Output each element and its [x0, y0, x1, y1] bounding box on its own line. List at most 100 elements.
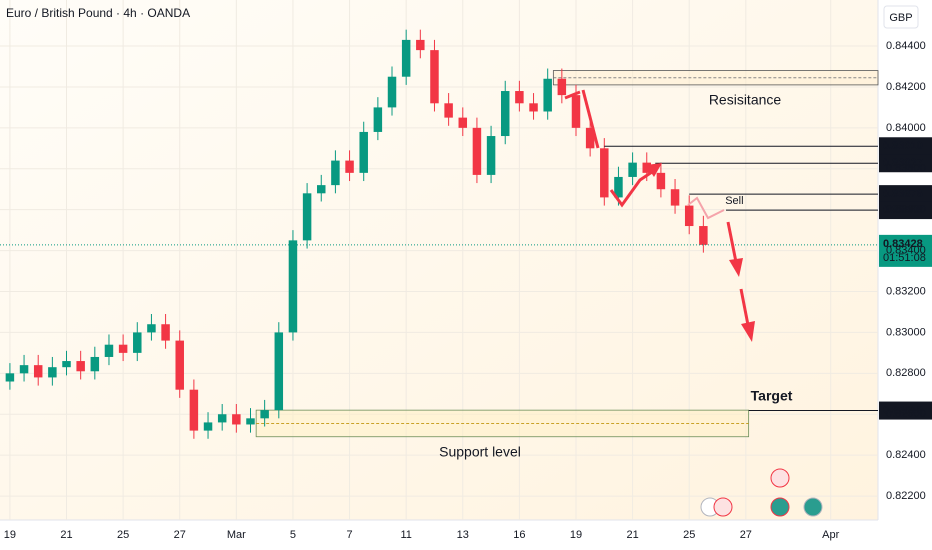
y-tick-label: 0.83000	[886, 326, 926, 338]
x-tick-label: 27	[174, 529, 186, 541]
y-tick-label: 0.83600	[886, 204, 926, 216]
candle-body	[684, 205, 694, 227]
candle-body	[642, 162, 651, 173]
x-tick-label: 13	[457, 529, 469, 541]
candle-body	[104, 344, 114, 357]
y-tick-label: 0.83400	[886, 244, 926, 256]
x-tick-label: 25	[117, 529, 129, 541]
candle-body	[317, 185, 326, 194]
candle-body	[444, 103, 453, 118]
x-tick-label: 5	[290, 529, 296, 541]
candle-body	[33, 365, 43, 378]
candle-body	[401, 39, 411, 77]
x-tick-label: 21	[60, 529, 72, 541]
resistance-label: Resisitance	[709, 92, 782, 108]
level-tag	[879, 154, 932, 173]
support-label: Support level	[439, 443, 521, 459]
candle-body	[529, 103, 538, 112]
candle-body	[486, 136, 496, 175]
y-tick-label: 0.84200	[886, 81, 926, 93]
candle-body	[175, 340, 184, 390]
candle-body	[458, 117, 468, 128]
x-tick-label: 25	[683, 529, 695, 541]
candle-body	[515, 91, 524, 104]
candle-body	[416, 39, 425, 51]
price-axis	[878, 0, 932, 550]
candle-body	[118, 344, 128, 353]
level-tag	[879, 201, 932, 220]
candle-body	[48, 367, 57, 378]
candle-body	[189, 389, 199, 431]
y-tick-label: 0.82400	[886, 449, 926, 461]
candle-body	[543, 78, 552, 112]
level-tag	[879, 137, 932, 156]
y-tick-label: 0.82600	[886, 408, 926, 420]
candle-body	[571, 95, 581, 128]
candle-body	[161, 324, 170, 341]
x-tick-label: 27	[740, 529, 752, 541]
candle-body	[90, 356, 100, 372]
level-label: 0.83910	[883, 140, 923, 152]
candle-body	[345, 160, 354, 173]
drawings	[564, 89, 755, 342]
candle-body	[232, 414, 241, 425]
level-tag	[879, 401, 932, 420]
candle-body	[217, 414, 227, 423]
last-price-tag	[879, 234, 932, 267]
candle-body	[557, 78, 567, 96]
candle-body	[359, 131, 368, 173]
candle-body	[302, 193, 312, 241]
candle-body	[5, 373, 15, 382]
candle-body	[699, 226, 708, 245]
y-tick-label: 0.83800	[886, 163, 926, 175]
y-tick-label: 0.83200	[886, 285, 926, 297]
x-tick-label: 11	[400, 529, 411, 541]
target-label: Target	[751, 387, 793, 403]
candle-body	[656, 172, 666, 190]
chart-title: Euro / British Pound · 4h · OANDA	[6, 6, 190, 20]
candle-body	[19, 365, 29, 374]
candle-body	[614, 176, 623, 198]
candle-body	[133, 332, 142, 353]
candle-body	[373, 107, 383, 132]
time-axis	[0, 520, 878, 550]
sell-label: Sell	[725, 195, 743, 207]
y-tick-label: 0.82800	[886, 367, 926, 379]
y-tick-label: 0.82200	[886, 490, 926, 502]
level-label: 0.83598	[883, 204, 923, 216]
y-tick-label: 0.84400	[886, 40, 926, 52]
event-icons[interactable]	[700, 468, 823, 517]
candle-body	[585, 127, 595, 149]
currency-box[interactable]	[883, 5, 919, 29]
candle-body	[500, 91, 510, 137]
candle-body	[472, 127, 482, 175]
x-tick-label: Mar	[227, 529, 246, 541]
candle-body	[331, 160, 340, 186]
candle-body	[62, 361, 71, 368]
currency: GBP	[889, 12, 912, 24]
candle-body	[246, 418, 255, 425]
level-label: 0.82618	[883, 404, 923, 416]
x-tick-label: Apr	[822, 529, 839, 541]
last-price-label: 0.83428	[883, 238, 923, 250]
x-tick-label: 7	[346, 529, 352, 541]
candle-body	[387, 76, 397, 108]
x-tick-label: 21	[626, 529, 638, 541]
candle-body	[274, 332, 284, 411]
candle-body	[628, 162, 637, 177]
candle-body	[76, 361, 85, 372]
x-tick-label: 19	[4, 529, 16, 541]
candle-body	[203, 422, 213, 431]
y-tick-label: 0.84000	[886, 122, 926, 134]
x-tick-label: 16	[513, 529, 525, 541]
level-label: 0.83676	[883, 188, 923, 200]
candle-body	[670, 189, 680, 206]
level-tag	[879, 185, 932, 204]
level-label: 0.83827	[883, 157, 923, 169]
countdown: 01:51:08	[883, 252, 926, 264]
candle-body	[260, 410, 269, 419]
candle-body	[147, 324, 156, 333]
x-tick-label: 19	[570, 529, 582, 541]
candle-body	[600, 148, 609, 198]
